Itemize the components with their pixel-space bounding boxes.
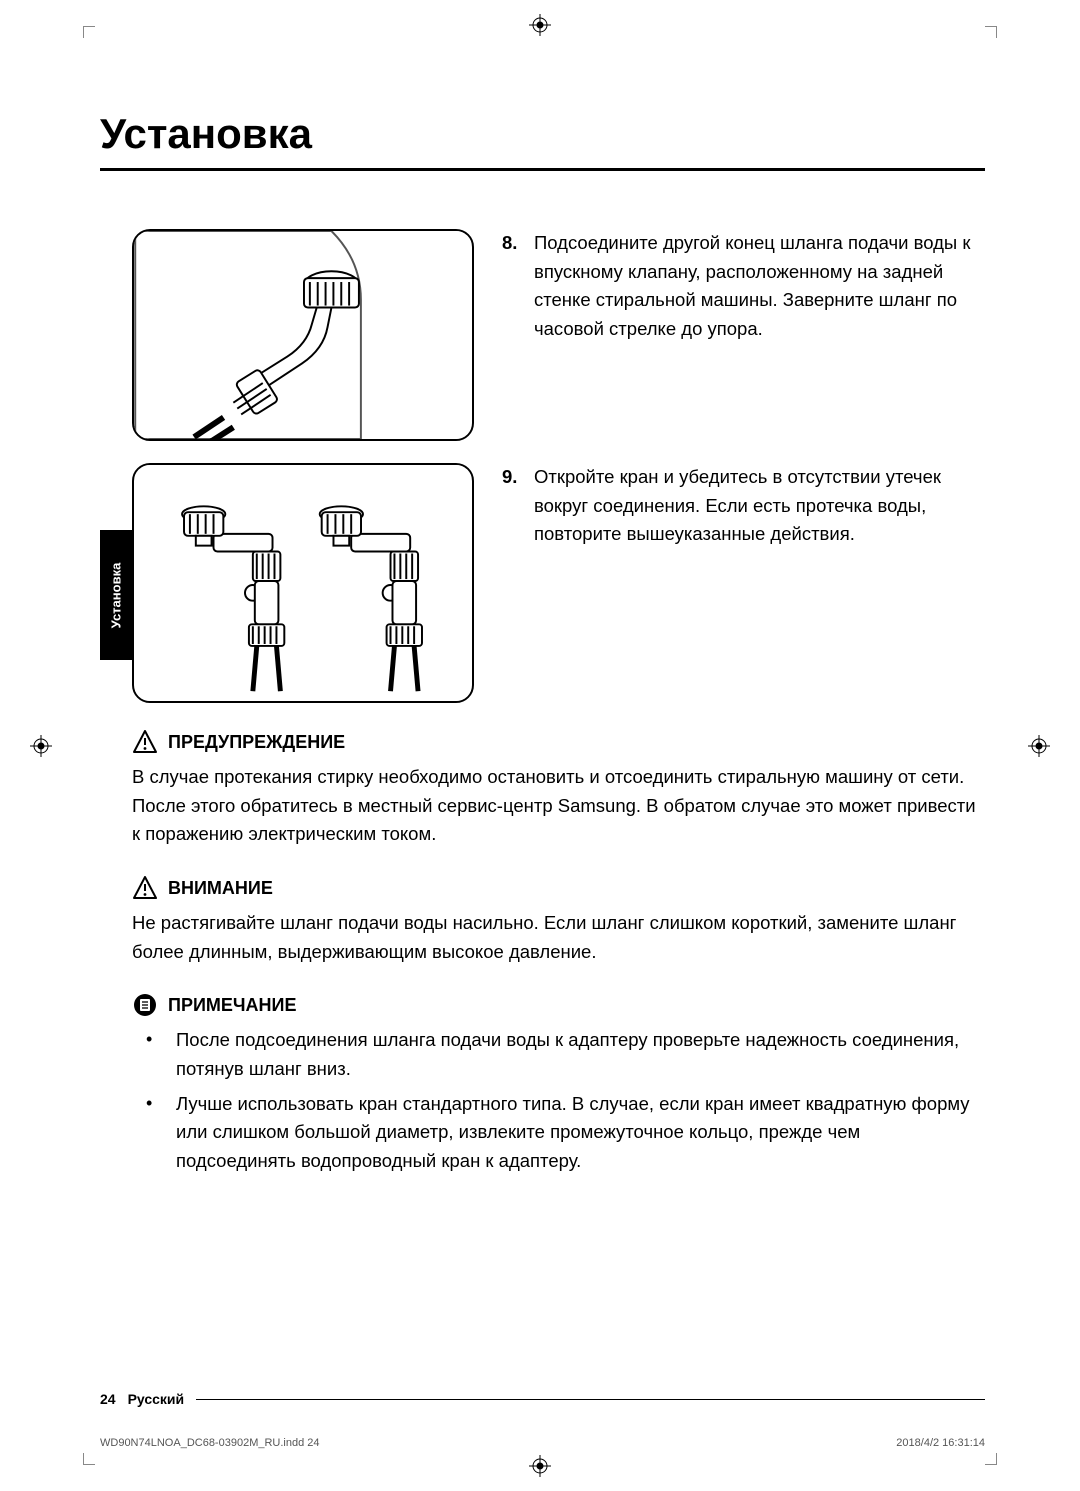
print-date: 2018/4/2 16:31:14 [896, 1437, 985, 1449]
side-tab: Установка [100, 530, 132, 660]
figure-taps [132, 463, 474, 703]
crop-mark [985, 1453, 997, 1465]
list-item: Лучше использовать кран стандартного тип… [132, 1090, 985, 1176]
registration-mark-icon [1028, 735, 1050, 757]
step-8-text: 8. Подсоедините другой конец шланга пода… [502, 229, 985, 344]
content-area: 8. Подсоедините другой конец шланга пода… [100, 229, 985, 1176]
footer-rule [196, 1399, 985, 1400]
page-title: Установка [100, 110, 985, 171]
warning-header: ПРЕДУПРЕЖДЕНИЕ [132, 729, 985, 755]
crop-mark [83, 1453, 95, 1465]
caution-text: Не растягивайте шланг подачи воды насиль… [132, 909, 985, 966]
registration-mark-icon [529, 1455, 551, 1477]
note-label: ПРИМЕЧАНИЕ [168, 995, 296, 1016]
step-body: Откройте кран и убедитесь в отсутствии у… [534, 463, 985, 549]
step-9-row: 9. Откройте кран и убедитесь в отсутстви… [132, 463, 985, 703]
page-language: Русский [128, 1391, 185, 1407]
warning-label: ПРЕДУПРЕЖДЕНИЕ [168, 732, 345, 753]
page-number: 24 [100, 1391, 116, 1407]
crop-mark [985, 26, 997, 38]
figure-hose-valve [132, 229, 474, 441]
note-icon [132, 992, 158, 1018]
warning-icon [132, 729, 158, 755]
side-tab-label: Установка [109, 562, 124, 628]
caution-label: ВНИМАНИЕ [168, 878, 273, 899]
page-content: Установка Установка [100, 110, 985, 1416]
step-8-row: 8. Подсоедините другой конец шланга пода… [132, 229, 985, 441]
registration-mark-icon [529, 14, 551, 36]
list-item: После подсоединения шланга подачи воды к… [132, 1026, 985, 1083]
warning-text: В случае протекания стирку необходимо ос… [132, 763, 985, 849]
crop-mark [83, 26, 95, 38]
step-body: Подсоедините другой конец шланга подачи … [534, 229, 985, 344]
note-bullets: После подсоединения шланга подачи воды к… [132, 1026, 985, 1175]
step-number: 8. [502, 229, 524, 344]
registration-mark-icon [30, 735, 52, 757]
caution-header: ВНИМАНИЕ [132, 875, 985, 901]
caution-icon [132, 875, 158, 901]
step-number: 9. [502, 463, 524, 549]
print-file: WD90N74LNOA_DC68-03902M_RU.indd 24 [100, 1437, 320, 1449]
note-header: ПРИМЕЧАНИЕ [132, 992, 985, 1018]
print-metadata: WD90N74LNOA_DC68-03902M_RU.indd 24 2018/… [100, 1437, 985, 1449]
page-footer: 24 Русский [100, 1391, 985, 1407]
step-9-text: 9. Откройте кран и убедитесь в отсутстви… [502, 463, 985, 549]
